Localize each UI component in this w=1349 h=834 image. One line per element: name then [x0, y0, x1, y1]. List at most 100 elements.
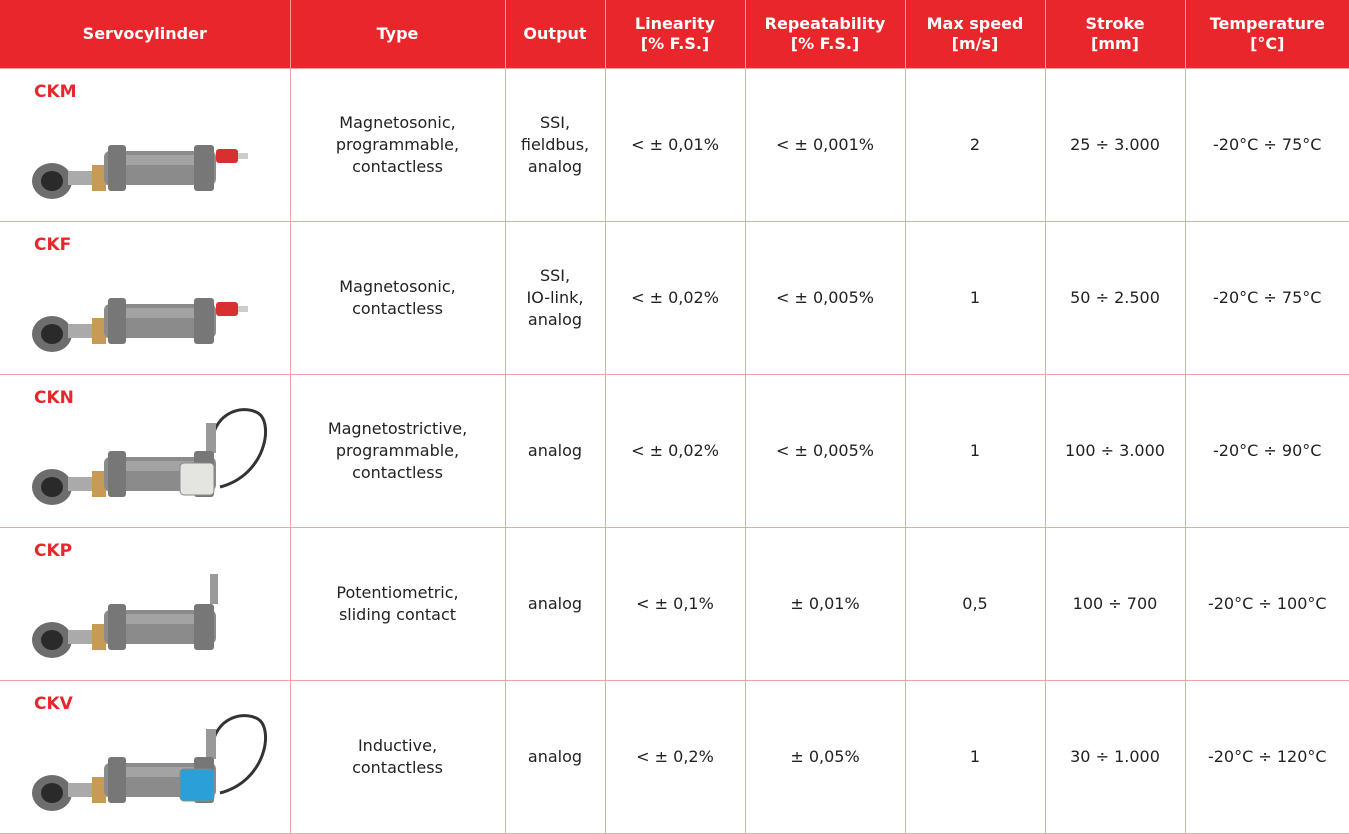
- spec-cell: < ± 0,01%: [605, 69, 745, 222]
- cell-text: -20°C ÷ 90°C: [1188, 440, 1348, 462]
- cell-text: 2: [908, 134, 1043, 156]
- cell-text: SSI,: [508, 112, 603, 134]
- cell-text: analog: [508, 593, 603, 615]
- cell-text: analog: [508, 156, 603, 178]
- cell-text: Potentiometric,: [293, 582, 503, 604]
- spec-cell: 0,5: [905, 528, 1045, 681]
- cell-text: Output: [508, 24, 603, 44]
- cylinder-image: [30, 405, 280, 515]
- spec-cell: -20°C ÷ 90°C: [1185, 375, 1349, 528]
- cell-text: fieldbus,: [508, 134, 603, 156]
- cell-text: < ± 0,1%: [608, 593, 743, 615]
- cell-text: 1: [908, 287, 1043, 309]
- spec-cell: Magnetostrictive,programmable,contactles…: [290, 375, 505, 528]
- spec-cell: -20°C ÷ 75°C: [1185, 69, 1349, 222]
- cell-text: Temperature: [1188, 14, 1348, 34]
- cell-text: < ± 0,01%: [608, 134, 743, 156]
- spec-cell: 1: [905, 375, 1045, 528]
- spec-cell: < ± 0,001%: [745, 69, 905, 222]
- cell-text: Stroke: [1048, 14, 1183, 34]
- spec-cell: 50 ÷ 2.500: [1045, 222, 1185, 375]
- cell-text: contactless: [293, 462, 503, 484]
- spec-cell: 100 ÷ 3.000: [1045, 375, 1185, 528]
- cell-text: analog: [508, 309, 603, 331]
- table-row: CKM Magnetosonic,programmable,contactless…: [0, 69, 1349, 222]
- spec-cell: 2: [905, 69, 1045, 222]
- cell-text: Inductive,: [293, 735, 503, 757]
- cell-text: 25 ÷ 3.000: [1048, 134, 1183, 156]
- cell-text: 1: [908, 746, 1043, 768]
- cylinder-image: [30, 252, 280, 362]
- cell-text: -20°C ÷ 120°C: [1188, 746, 1348, 768]
- spec-cell: SSI,IO-link,analog: [505, 222, 605, 375]
- product-cell: CKF: [0, 222, 290, 375]
- product-name: CKF: [34, 234, 71, 256]
- cell-text: < ± 0,005%: [748, 440, 903, 462]
- spec-cell: Magnetosonic,contactless: [290, 222, 505, 375]
- cell-text: programmable,: [293, 134, 503, 156]
- header-cell: Servocylinder: [0, 0, 290, 69]
- cell-text: contactless: [293, 298, 503, 320]
- header-cell: Max speed[m/s]: [905, 0, 1045, 69]
- spec-cell: 1: [905, 222, 1045, 375]
- page: ServocylinderTypeOutputLinearity[% F.S.]…: [0, 0, 1349, 834]
- cell-text: [% F.S.]: [608, 34, 743, 54]
- product-name: CKP: [34, 540, 72, 562]
- product-cell: CKN: [0, 375, 290, 528]
- cell-text: 1: [908, 440, 1043, 462]
- cylinder-image: [30, 99, 280, 209]
- spec-cell: < ± 0,02%: [605, 375, 745, 528]
- cell-text: -20°C ÷ 100°C: [1188, 593, 1348, 615]
- header-cell: Stroke[mm]: [1045, 0, 1185, 69]
- spec-cell: Potentiometric,sliding contact: [290, 528, 505, 681]
- cell-text: Type: [293, 24, 503, 44]
- spec-cell: < ± 0,1%: [605, 528, 745, 681]
- product-name: CKM: [34, 81, 77, 103]
- spec-cell: < ± 0,005%: [745, 375, 905, 528]
- spec-cell: ± 0,01%: [745, 528, 905, 681]
- cell-text: < ± 0,02%: [608, 440, 743, 462]
- cell-text: 100 ÷ 700: [1048, 593, 1183, 615]
- cell-text: Linearity: [608, 14, 743, 34]
- product-cell: CKP: [0, 528, 290, 681]
- cell-text: 100 ÷ 3.000: [1048, 440, 1183, 462]
- spec-table: ServocylinderTypeOutputLinearity[% F.S.]…: [0, 0, 1349, 834]
- cell-text: < ± 0,02%: [608, 287, 743, 309]
- cell-text: Servocylinder: [2, 24, 288, 44]
- spec-cell: 100 ÷ 700: [1045, 528, 1185, 681]
- spec-cell: -20°C ÷ 75°C: [1185, 222, 1349, 375]
- cell-text: ± 0,05%: [748, 746, 903, 768]
- cell-text: contactless: [293, 757, 503, 779]
- spec-cell: 30 ÷ 1.000: [1045, 681, 1185, 834]
- header-cell: Output: [505, 0, 605, 69]
- spec-cell: < ± 0,005%: [745, 222, 905, 375]
- cell-text: 30 ÷ 1.000: [1048, 746, 1183, 768]
- spec-cell: Inductive,contactless: [290, 681, 505, 834]
- spec-cell: analog: [505, 528, 605, 681]
- cell-text: [m/s]: [908, 34, 1043, 54]
- cell-text: < ± 0,005%: [748, 287, 903, 309]
- cell-text: Repeatability: [748, 14, 903, 34]
- cell-text: IO-link,: [508, 287, 603, 309]
- spec-cell: Magnetosonic,programmable,contactless: [290, 69, 505, 222]
- cell-text: Magnetosonic,: [293, 112, 503, 134]
- cell-text: sliding contact: [293, 604, 503, 626]
- spec-cell: -20°C ÷ 120°C: [1185, 681, 1349, 834]
- cylinder-image: [30, 558, 280, 668]
- cell-text: analog: [508, 440, 603, 462]
- header-cell: Repeatability[% F.S.]: [745, 0, 905, 69]
- cell-text: Magnetostrictive,: [293, 418, 503, 440]
- cell-text: [% F.S.]: [748, 34, 903, 54]
- spec-cell: SSI,fieldbus,analog: [505, 69, 605, 222]
- spec-cell: < ± 0,02%: [605, 222, 745, 375]
- product-cell: CKM: [0, 69, 290, 222]
- cell-text: < ± 0,2%: [608, 746, 743, 768]
- spec-cell: analog: [505, 681, 605, 834]
- cell-text: programmable,: [293, 440, 503, 462]
- spec-cell: -20°C ÷ 100°C: [1185, 528, 1349, 681]
- cell-text: SSI,: [508, 265, 603, 287]
